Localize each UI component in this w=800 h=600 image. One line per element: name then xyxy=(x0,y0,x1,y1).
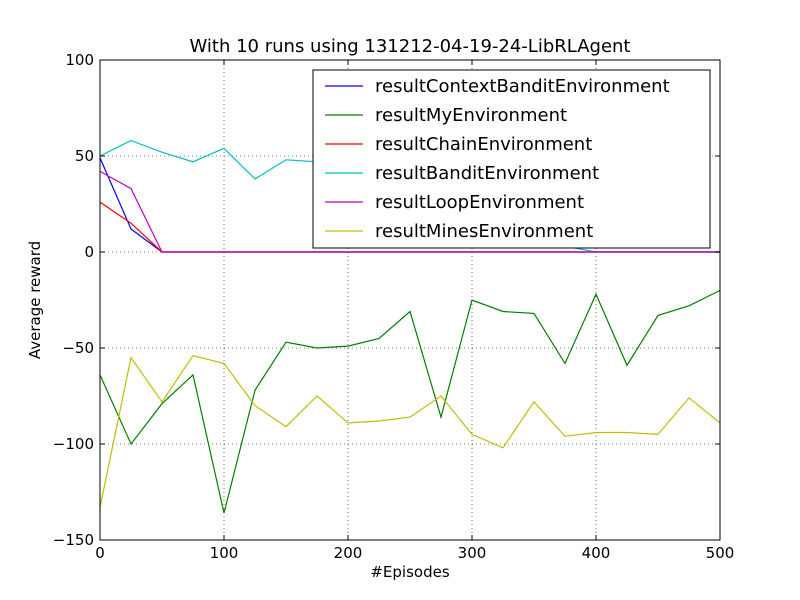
legend-box xyxy=(312,69,711,249)
y-tick-label: −150 xyxy=(53,531,94,549)
x-tick-label: 0 xyxy=(95,544,105,562)
y-tick-label: 0 xyxy=(84,243,94,261)
axis-ticks: 0 100 200 300 400 500 −150 −100 −50 0 50 100 xyxy=(53,51,735,562)
legend-label: resultChainEnvironment xyxy=(375,134,592,155)
legend: resultContextBanditEnvironment resultMyEn… xyxy=(312,69,711,249)
legend-label: resultMyEnvironment xyxy=(375,105,567,126)
x-tick-label: 500 xyxy=(706,544,735,562)
plot-area-frame xyxy=(99,59,721,541)
y-axis-title: Average reward xyxy=(26,241,44,359)
x-axis-title: #Episodes xyxy=(370,563,449,581)
legend-label: resultLoopEnvironment xyxy=(375,192,584,213)
series-line-resultLoopEnvironment xyxy=(99,170,720,253)
y-tick-label: 50 xyxy=(75,147,94,165)
x-tick-label: 300 xyxy=(458,544,487,562)
x-tick-label: 200 xyxy=(334,544,363,562)
series-line-resultMyEnvironment xyxy=(99,289,721,514)
x-tick-label: 400 xyxy=(582,544,611,562)
legend-label: resultBanditEnvironment xyxy=(375,163,599,184)
legend-label: resultMinesEnvironment xyxy=(375,221,593,242)
series-line-resultMinesEnvironment xyxy=(99,355,721,508)
legend-label: resultContextBanditEnvironment xyxy=(375,76,670,97)
y-tick-label: 100 xyxy=(65,51,94,69)
plot-series xyxy=(99,139,721,514)
chart-title: With 10 runs using 131212-04-19-24-LibRL… xyxy=(190,36,631,57)
y-tick-label: −50 xyxy=(62,339,94,357)
y-tick-label: −100 xyxy=(53,435,94,453)
x-tick-label: 100 xyxy=(210,544,239,562)
